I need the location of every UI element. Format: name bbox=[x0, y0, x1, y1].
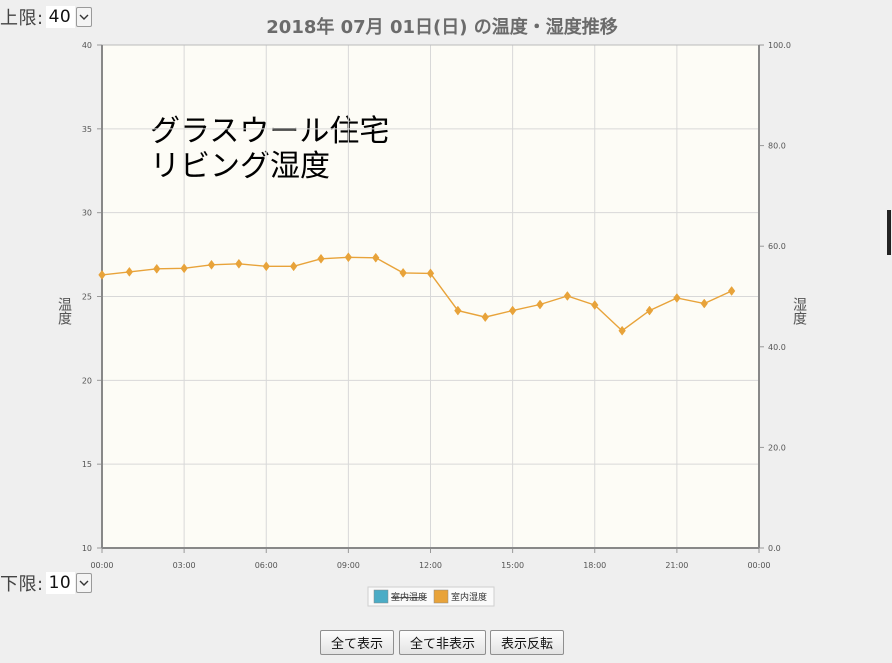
data-point bbox=[673, 293, 681, 303]
upper-limit-select[interactable]: 40 bbox=[45, 6, 76, 28]
legend-swatch-indoor-humidity bbox=[433, 589, 449, 604]
legend-box bbox=[367, 586, 495, 607]
data-point bbox=[399, 267, 407, 278]
invert-display-button[interactable]: 表示反転 bbox=[490, 630, 564, 655]
data-point bbox=[454, 305, 462, 316]
data-point bbox=[563, 291, 572, 301]
lower-limit-label: 下限: bbox=[0, 574, 44, 595]
x-tick-label: 15:00 bbox=[501, 561, 524, 570]
data-point bbox=[372, 252, 380, 263]
upper-limit-label: 上限: bbox=[0, 8, 44, 29]
data-point bbox=[153, 263, 161, 274]
series-layer bbox=[98, 252, 736, 336]
data-point bbox=[645, 305, 654, 316]
chevron-down-icon bbox=[79, 580, 89, 586]
y-left-tick-label: 20 bbox=[82, 376, 92, 385]
data-point bbox=[180, 263, 188, 274]
x-tick-label: 09:00 bbox=[337, 561, 360, 570]
legend: 室内温度 室内湿度 bbox=[367, 586, 495, 607]
y-left-tick-label: 30 bbox=[82, 209, 92, 218]
y-right-tick-label: 40.0 bbox=[768, 343, 786, 352]
data-point bbox=[289, 261, 298, 272]
data-point bbox=[481, 312, 489, 323]
window-edge-marker bbox=[887, 210, 891, 255]
data-point bbox=[700, 298, 708, 309]
x-tick-label: 00:00 bbox=[90, 561, 113, 570]
annotation-line-1: グラスウール住宅 bbox=[150, 114, 389, 149]
chart-title: 2018年 07月 01日(日) の温度・湿度推移 bbox=[266, 16, 617, 38]
y-axis-right-title: 湿度 bbox=[791, 297, 807, 325]
data-point bbox=[426, 268, 435, 279]
data-point bbox=[727, 286, 736, 296]
data-point bbox=[508, 305, 517, 316]
upper-limit-dropdown-button[interactable] bbox=[76, 7, 93, 27]
x-tick-label: 03:00 bbox=[173, 561, 196, 570]
annotation-line-2: リビング湿度 bbox=[150, 149, 330, 184]
y-right-tick-label: 20.0 bbox=[768, 443, 786, 452]
legend-label-indoor-humidity: 室内湿度 bbox=[451, 591, 487, 603]
upper-limit-control: 上限: 40 bbox=[0, 4, 93, 30]
x-tick-label: 06:00 bbox=[255, 561, 278, 570]
data-point bbox=[98, 269, 106, 280]
grid bbox=[102, 45, 759, 548]
series-line-1 bbox=[101, 256, 732, 332]
y-right-tick-label: 80.0 bbox=[768, 142, 786, 151]
data-point bbox=[591, 300, 599, 310]
legend-swatch-indoor-temp bbox=[373, 589, 389, 604]
data-point bbox=[344, 252, 353, 263]
data-point bbox=[207, 259, 216, 270]
lower-limit-control: 下限: 10 bbox=[0, 570, 93, 596]
legend-item-indoor-temp[interactable]: 室内温度 bbox=[373, 589, 427, 604]
button-bar: 全て表示 全て非表示 表示反転 bbox=[0, 630, 892, 656]
data-point bbox=[125, 266, 134, 277]
data-point bbox=[262, 261, 270, 272]
y-left-tick-label: 10 bbox=[82, 544, 92, 553]
data-point bbox=[618, 325, 626, 336]
show-all-button[interactable]: 全て表示 bbox=[320, 630, 394, 655]
x-tick-label: 00:00 bbox=[747, 561, 770, 570]
hide-all-button[interactable]: 全て非表示 bbox=[399, 630, 486, 655]
x-tick-label: 12:00 bbox=[419, 561, 442, 570]
legend-label-indoor-temp: 室内温度 bbox=[391, 591, 427, 603]
y-left-tick-label: 35 bbox=[82, 125, 92, 134]
data-point bbox=[317, 253, 325, 264]
x-tick-label: 18:00 bbox=[583, 561, 606, 570]
data-point bbox=[536, 299, 544, 310]
data-point bbox=[235, 258, 243, 269]
legend-item-indoor-humidity[interactable]: 室内湿度 bbox=[433, 589, 487, 604]
axes: 00:00 03:00 06:00 09:00 12:00 15:00 18:00 21:00… bbox=[82, 41, 791, 570]
y-right-tick-label: 0.0 bbox=[768, 544, 781, 553]
y-left-tick-label: 15 bbox=[82, 460, 92, 469]
lower-limit-dropdown-button[interactable] bbox=[76, 573, 93, 593]
y-right-tick-label: 60.0 bbox=[768, 242, 786, 251]
y-left-tick-label: 25 bbox=[82, 293, 92, 302]
y-axis-left-title: 温度 bbox=[56, 297, 72, 325]
chevron-down-icon bbox=[79, 14, 89, 20]
x-tick-label: 21:00 bbox=[665, 561, 688, 570]
lower-limit-select[interactable]: 10 bbox=[45, 572, 76, 594]
y-left-tick-label: 40 bbox=[82, 41, 92, 50]
y-right-tick-label: 100.0 bbox=[768, 41, 791, 50]
